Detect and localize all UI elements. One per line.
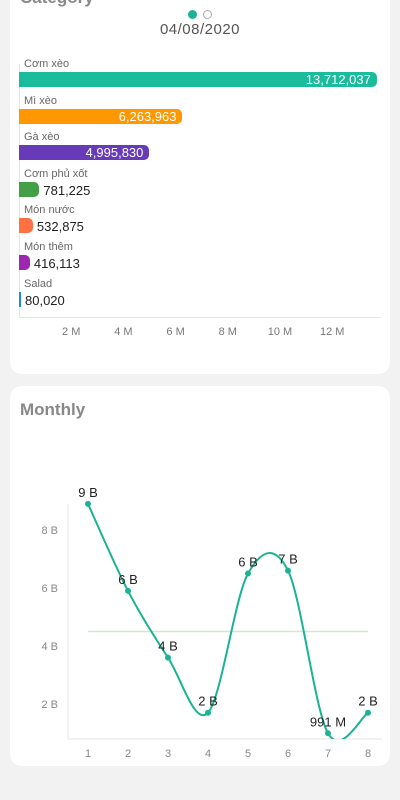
data-point[interactable]: [365, 709, 371, 716]
bar[interactable]: [19, 218, 33, 234]
data-label: 2 B: [358, 694, 378, 709]
y-tick-label: 6 B: [41, 583, 58, 595]
bar[interactable]: [19, 181, 40, 197]
category-title: Category: [20, 0, 94, 8]
data-label: 6 B: [238, 555, 258, 570]
data-label: 9 B: [78, 485, 98, 500]
data-point[interactable]: [245, 570, 251, 577]
x-tick-label: 8 M: [218, 326, 237, 338]
data-point[interactable]: [125, 587, 131, 594]
data-label: 6 B: [118, 572, 138, 587]
x-tick-label: 4 M: [114, 326, 133, 338]
x-tick-label: 3: [165, 748, 171, 760]
bar-label: Gà xèo: [24, 131, 60, 144]
page-dot-inactive[interactable]: [203, 10, 212, 19]
bar-label: Món nước: [24, 204, 75, 217]
y-tick-label: 4 B: [41, 641, 58, 653]
x-tick-label: 8: [365, 748, 371, 760]
x-tick-label: 2 M: [62, 326, 81, 338]
data-point[interactable]: [325, 730, 331, 737]
bar-value: 80,020: [25, 292, 65, 308]
x-tick-label: 6 M: [166, 326, 185, 338]
bar-value: 781,225: [43, 182, 91, 198]
data-point[interactable]: [285, 567, 291, 574]
data-point[interactable]: [85, 500, 91, 507]
x-tick-label: 7: [325, 748, 331, 760]
bar[interactable]: [19, 72, 377, 87]
x-tick-label: 12 M: [319, 326, 345, 338]
bar-chart-x-axis: [19, 317, 381, 318]
x-tick-label: 10 M: [267, 326, 293, 338]
data-label: 2 B: [198, 694, 218, 709]
bar[interactable]: [19, 145, 150, 161]
data-label: 991 M: [310, 714, 346, 729]
bar-label: Salad: [24, 277, 53, 290]
x-tick-label: 6: [285, 748, 291, 760]
bar-label: Món thêm: [24, 241, 73, 253]
bar-label: Mì xèo: [24, 94, 58, 107]
x-tick-label: 5: [245, 748, 251, 760]
page-dot-active[interactable]: [188, 10, 197, 19]
data-label: 4 B: [158, 639, 178, 654]
bar-value: 6,263,963: [118, 108, 177, 124]
page-indicator: [10, 6, 390, 24]
bar-value: 532,875: [36, 219, 84, 235]
bar[interactable]: [19, 255, 30, 270]
series-line: [87, 503, 369, 739]
bar[interactable]: [19, 108, 183, 124]
data-label: 7 B: [278, 552, 298, 567]
data-point[interactable]: [205, 709, 211, 716]
x-tick-label: 2: [125, 748, 131, 760]
monthly-title: Monthly: [20, 400, 86, 419]
x-tick-label: 4: [205, 748, 211, 760]
bar-value: 13,712,037: [305, 72, 371, 87]
data-point[interactable]: [165, 654, 171, 661]
bar-value: 416,113: [33, 256, 80, 271]
bar-label: Cơm xèo: [24, 58, 70, 70]
bar-label: Cơm phủ xốt: [24, 167, 88, 180]
monthly-line-chart: 2 B 4 B 6 B 8 B 1 2 3 4 5 6 7 8 9 B 6 B 4 B 2 B 6 B 7 B 99…: [41, 485, 382, 760]
bar[interactable]: [19, 291, 21, 307]
y-tick-label: 2 B: [41, 699, 58, 711]
bar-value: 4,995,830: [85, 145, 144, 161]
date-label: 04/08/2020: [159, 21, 241, 38]
x-tick-label: 1: [85, 748, 91, 760]
category-card: Category 04/08/2020 Cơm xèo 13,712,037 Mì …: [10, 0, 390, 374]
y-tick-label: 8 B: [41, 525, 58, 537]
